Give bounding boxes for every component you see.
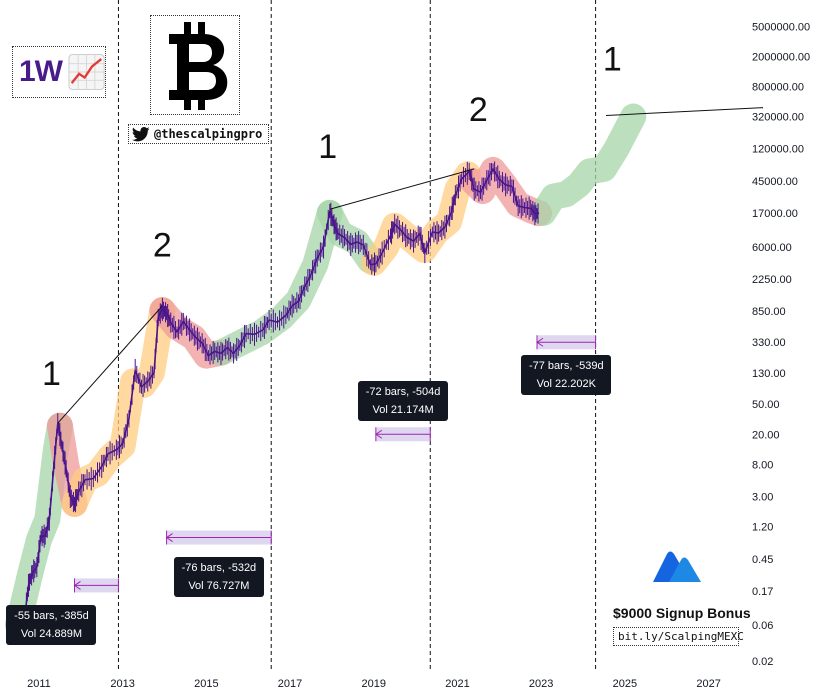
promo-title: $9000 Signup Bonus: [613, 605, 751, 621]
y-tick-label: 2000000.00: [752, 51, 810, 63]
x-tick-label: 2013: [110, 678, 134, 690]
chart-increasing-icon: [68, 53, 105, 91]
range-tooltip: -55 bars, -385d Vol 24.889M: [6, 604, 97, 645]
trend-line: [606, 107, 764, 117]
y-tick-label: 8.00: [752, 459, 773, 471]
range-arrow-head: [536, 337, 544, 347]
y-tick-label: 2250.00: [752, 274, 792, 286]
promo-link[interactable]: bit.ly/ScalpingMEXC: [613, 627, 744, 646]
x-tick-label: 2015: [194, 678, 218, 690]
x-tick-label: 2025: [613, 678, 637, 690]
range-bars-text: -55 bars, -385d: [14, 609, 89, 622]
range-tooltip: -76 bars, -532d Vol 76.727M: [173, 556, 264, 597]
y-tick-label: 6000.00: [752, 242, 792, 254]
wave-label: 2: [153, 226, 172, 264]
twitter-handle-box[interactable]: @thescalpingpro: [128, 124, 269, 144]
bitcoin-logo-box: [150, 15, 240, 115]
trend-lines: [57, 107, 764, 424]
bitcoin-logo-icon: [169, 22, 228, 110]
wave-label: 1: [603, 41, 622, 79]
wave-label: 1: [42, 355, 61, 393]
y-tick-label: 17000.00: [752, 208, 798, 220]
range-bars-text: -76 bars, -532d: [181, 561, 257, 574]
range-arrow-head: [165, 533, 173, 542]
x-tick-label: 2027: [696, 678, 720, 690]
y-tick-label: 20.00: [752, 429, 780, 441]
zone-green: [530, 103, 647, 226]
range-bars-text: -77 bars, -539d: [528, 360, 604, 373]
y-tick-label: 45000.00: [752, 176, 798, 188]
y-axis: 5000000.00 2000000.00 800000.00 320000.00 12…: [752, 21, 810, 668]
y-tick-label: 320000.00: [752, 112, 804, 124]
x-tick-label: 2017: [278, 678, 302, 690]
wave-label: 2: [469, 91, 488, 129]
range-tooltip: -77 bars, -539d Vol 22.202K: [521, 355, 612, 396]
range-volume-text: Vol 24.889M: [20, 627, 83, 640]
price-line: [19, 167, 540, 626]
y-tick-label: 0.45: [752, 554, 773, 566]
range-markers: [73, 335, 597, 593]
y-tick-label: 3.00: [752, 492, 773, 504]
x-axis: 2011 2013 2015 2017 2019 2021 2023 2025 2027: [27, 678, 721, 690]
trend-line: [57, 305, 163, 424]
y-tick-label: 130.00: [752, 368, 786, 380]
x-tick-label: 2019: [362, 678, 386, 690]
promo-link-text: bit.ly/ScalpingMEXC: [618, 630, 744, 643]
y-tick-label: 1.20: [752, 522, 773, 534]
y-tick-label: 800000.00: [752, 81, 804, 93]
mexc-logo-icon: [653, 551, 701, 582]
range-tooltip: -72 bars, -504d Vol 21.174M: [358, 381, 449, 422]
y-tick-label: 330.00: [752, 337, 786, 349]
y-tick-label: 50.00: [752, 399, 780, 411]
wave-label: 1: [318, 128, 337, 166]
trend-line: [329, 168, 475, 210]
range-volume-text: Vol 21.174M: [372, 404, 434, 417]
range-volume-text: Vol 22.202K: [536, 378, 596, 391]
y-tick-label: 0.17: [752, 586, 773, 598]
range-arrow-head: [73, 581, 81, 590]
range-arrow-head: [374, 429, 383, 439]
price-series: [19, 161, 540, 634]
twitter-handle-text: @thescalpingpro: [154, 127, 263, 141]
range-bars-text: -72 bars, -504d: [365, 386, 441, 399]
y-tick-label: 0.06: [752, 620, 773, 632]
y-tick-label: 5000000.00: [752, 21, 810, 33]
timeframe-label: 1W: [19, 55, 63, 88]
zone-green: [208, 199, 343, 366]
y-tick-label: 850.00: [752, 306, 786, 318]
x-tick-label: 2021: [445, 678, 469, 690]
x-tick-label: 2011: [27, 678, 51, 690]
range-volume-text: Vol 76.727M: [188, 579, 250, 592]
twitter-icon: [132, 126, 150, 141]
y-tick-label: 120000.00: [752, 144, 804, 156]
y-tick-label: 0.02: [752, 656, 773, 668]
timeframe-badge: 1W: [12, 46, 106, 98]
x-tick-label: 2023: [529, 678, 553, 690]
wave-labels: 1 2 1 2 1: [42, 41, 622, 393]
